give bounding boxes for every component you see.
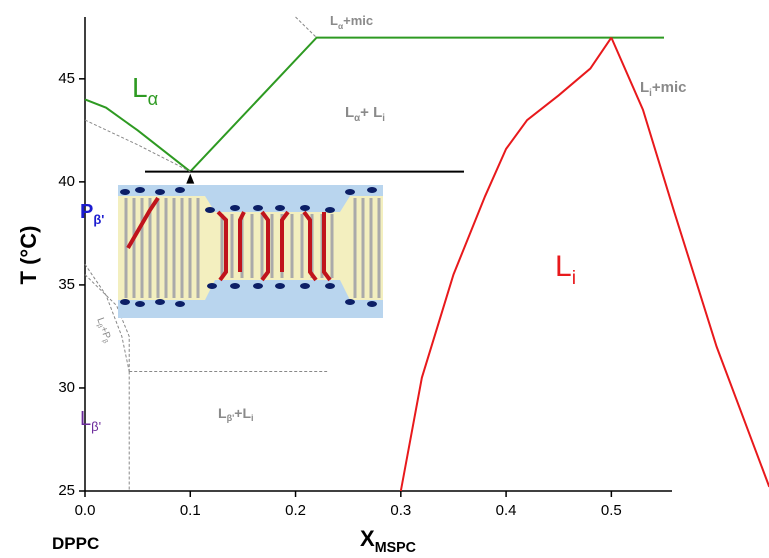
- annotation: Lβ'+Li: [218, 405, 254, 424]
- annotation: Lβ': [80, 408, 101, 434]
- membrane-inset: [118, 185, 383, 318]
- annotation-part: +mic: [343, 13, 373, 28]
- phase-boundary: [85, 120, 190, 172]
- annotation-part: i: [251, 413, 254, 423]
- annotation-part: i: [572, 267, 576, 289]
- annotation-part: L: [132, 72, 148, 103]
- annotation-part: β': [93, 212, 104, 227]
- y-tick-label: 30: [58, 379, 75, 396]
- x-axis-title: XMSPC: [360, 526, 416, 556]
- x-tick-label: 0.0: [75, 502, 96, 519]
- annotation-part: +mic: [652, 79, 687, 96]
- y-tick-label: 35: [58, 276, 75, 293]
- phase-boundary: [611, 38, 769, 487]
- phase-boundary: [296, 17, 317, 38]
- phase-boundary: [190, 38, 664, 172]
- annotation: Lβ+Pβ: [93, 316, 114, 345]
- annotation-part: β': [227, 413, 235, 423]
- annotation-part: L: [640, 79, 649, 96]
- annotation: Lα+mic: [330, 13, 373, 31]
- annotation: DPPC: [52, 534, 99, 553]
- annotation-part: DPPC: [52, 534, 99, 553]
- annotation: Lα: [132, 72, 158, 108]
- y-tick-label: 25: [58, 482, 75, 499]
- x-tick-label: 0.5: [601, 502, 622, 519]
- y-tick-label: 45: [58, 70, 75, 87]
- phase-boundary: [401, 38, 612, 491]
- annotation-part: α: [148, 89, 159, 109]
- x-axis-title-part: MSPC: [375, 540, 416, 556]
- x-axis-title-part: X: [360, 526, 375, 551]
- annotation: Pβ': [80, 201, 104, 227]
- chart: 25303540450.00.10.20.30.40.5T (°C)XMSPC …: [0, 0, 769, 558]
- x-tick-label: 0.2: [285, 502, 306, 519]
- y-tick-label: 40: [58, 173, 75, 190]
- annotation-part: L: [345, 104, 354, 121]
- annotation-part: P: [80, 201, 93, 223]
- x-tick-label: 0.3: [390, 502, 411, 519]
- annotation-part: β: [101, 339, 109, 345]
- annotation-part: β': [91, 419, 101, 434]
- annotation-part: L: [555, 250, 572, 283]
- x-tick-label: 0.1: [180, 502, 201, 519]
- annotation: Lα+ Li: [345, 104, 385, 124]
- eutectic-marker: [186, 174, 194, 184]
- annotation-part: + L: [360, 104, 382, 121]
- x-tick-label: 0.4: [496, 502, 517, 519]
- annotation-part: +L: [234, 405, 251, 421]
- phase-boundary: [85, 99, 190, 171]
- annotation: Li: [555, 250, 576, 289]
- annotation: Li+mic: [640, 79, 687, 99]
- annotation-part: L: [330, 13, 338, 28]
- annotation-part: i: [382, 113, 385, 124]
- y-axis-title: T (°C): [16, 226, 41, 285]
- annotation-part: L: [80, 408, 91, 430]
